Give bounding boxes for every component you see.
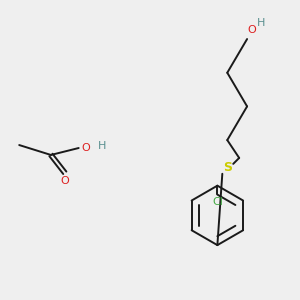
- Text: S: S: [223, 161, 232, 174]
- Text: Cl: Cl: [212, 196, 223, 206]
- Text: O: O: [248, 25, 256, 35]
- Text: O: O: [60, 176, 69, 186]
- Text: H: H: [98, 141, 106, 151]
- Text: O: O: [82, 143, 90, 153]
- Text: H: H: [257, 18, 265, 28]
